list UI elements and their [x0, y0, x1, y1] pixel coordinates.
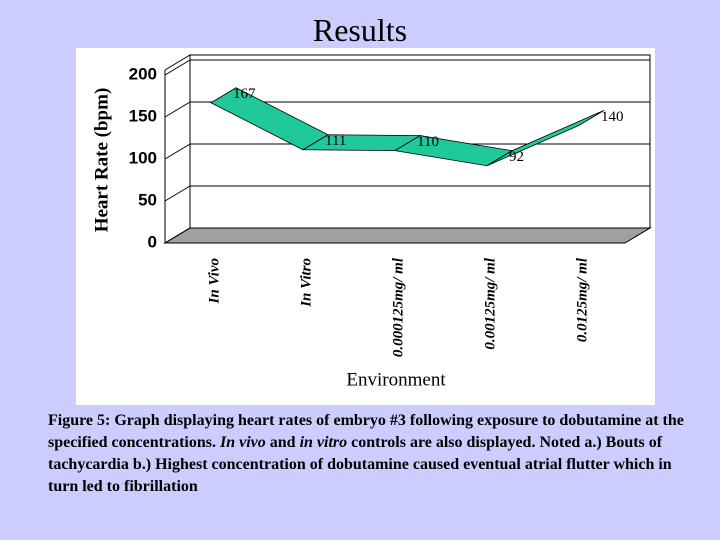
grid-line	[164, 101, 191, 118]
value-label: 111	[325, 133, 346, 149]
floor	[163, 227, 652, 244]
value-label: 140	[601, 109, 624, 125]
slide-title: Results	[312, 12, 408, 48]
caption-run: in vitro	[299, 434, 348, 451]
x-tick-label: 0.000125mg/ ml	[390, 257, 406, 357]
value-label: 110	[417, 134, 439, 150]
y-tick-label: 100	[129, 148, 157, 167]
caption-run: In vivo	[219, 434, 266, 451]
x-tick-label: 0.0125mg/ ml	[574, 257, 590, 342]
side-wall	[164, 54, 191, 244]
caption-run: and	[265, 434, 300, 451]
x-tick-label: In Vitro	[298, 258, 314, 308]
x-tick-label: In Vivo	[206, 258, 222, 304]
caption-run: Figure 5: Graph displaying heart rates o…	[48, 412, 684, 451]
value-label: 92	[509, 149, 524, 165]
y-tick-label: 150	[129, 106, 157, 125]
grid-line	[164, 227, 191, 244]
caption-run: controls are also displayed. Noted a.) B…	[48, 434, 672, 495]
y-tick-label: 200	[129, 64, 157, 83]
value-label: 167	[233, 86, 256, 102]
grid-line	[164, 59, 191, 76]
ribbon-segment	[486, 110, 605, 167]
grid-line	[164, 185, 191, 202]
x-axis-title: Environment	[346, 369, 446, 390]
x-tick-label: 0.00125mg/ ml	[482, 257, 498, 350]
y-axis-title: Heart Rate (bpm)	[91, 88, 112, 233]
grid-line	[164, 143, 191, 160]
caption: Figure 5: Graph displaying heart rates o…	[48, 410, 688, 498]
y-tick-label: 0	[148, 232, 157, 251]
y-tick-label: 50	[138, 190, 157, 209]
